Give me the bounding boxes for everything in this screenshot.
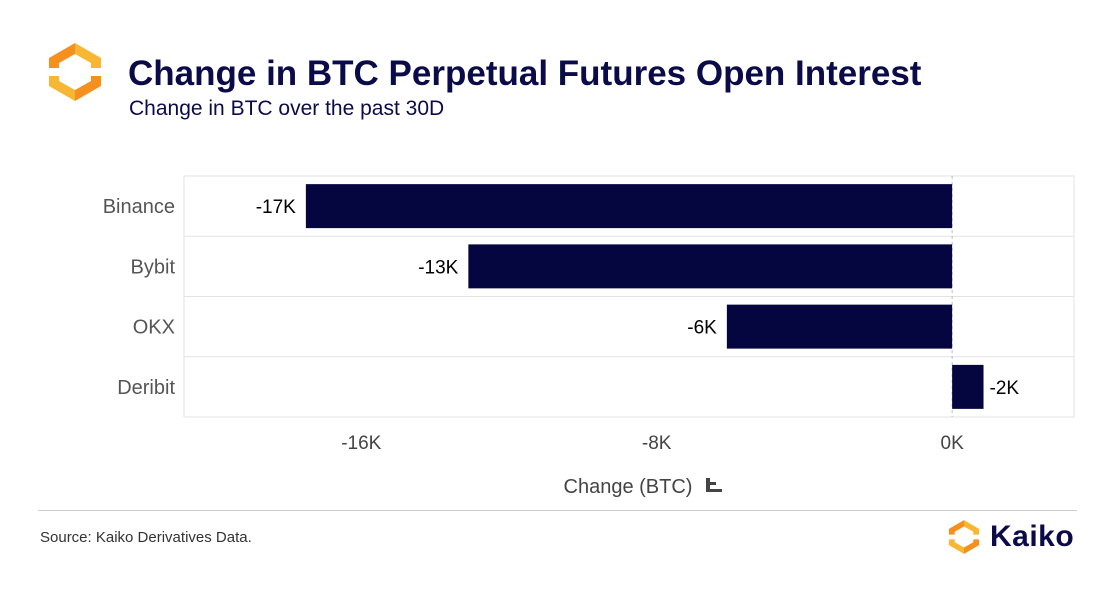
- label-layer: -16K -8K 0K Binance -17K Bybit -13K OKX -6K Derib…: [103, 196, 1020, 454]
- kaiko-logo-icon: [49, 43, 101, 101]
- kaiko-brand: Kaiko: [946, 515, 1074, 559]
- bar-okx[interactable]: [726, 304, 953, 349]
- bar-layer: [305, 184, 984, 409]
- data-label: -13K: [418, 257, 458, 278]
- x-tick-label: 0K: [941, 433, 965, 454]
- bar-binance[interactable]: [305, 184, 953, 229]
- bar-deribit[interactable]: [952, 364, 984, 409]
- data-label: -6K: [687, 318, 717, 339]
- data-label: -2K: [990, 378, 1020, 399]
- category-label: Binance: [103, 196, 175, 218]
- bar-chart: -16K -8K 0K Binance -17K Bybit -13K OKX -6K Derib…: [103, 175, 1075, 498]
- sort-icon[interactable]: [706, 478, 722, 492]
- brand-name: Kaiko: [990, 520, 1075, 553]
- category-label: Deribit: [117, 377, 175, 399]
- chart-subtitle: Change in BTC over the past 30D: [129, 97, 445, 120]
- category-label: Bybit: [131, 256, 176, 278]
- x-tick-label: -8K: [642, 433, 672, 454]
- x-axis-label: Change (BTC): [564, 476, 693, 498]
- x-tick-label: -16K: [341, 433, 381, 454]
- footer-divider: [38, 510, 1077, 511]
- source-note: Source: Kaiko Derivatives Data.: [40, 529, 252, 546]
- kaiko-brand-icon: [948, 520, 980, 554]
- chart-title: Change in BTC Perpetual Futures Open Int…: [128, 54, 922, 93]
- data-label: -17K: [256, 197, 296, 218]
- category-label: OKX: [133, 317, 175, 339]
- bar-bybit[interactable]: [468, 244, 953, 289]
